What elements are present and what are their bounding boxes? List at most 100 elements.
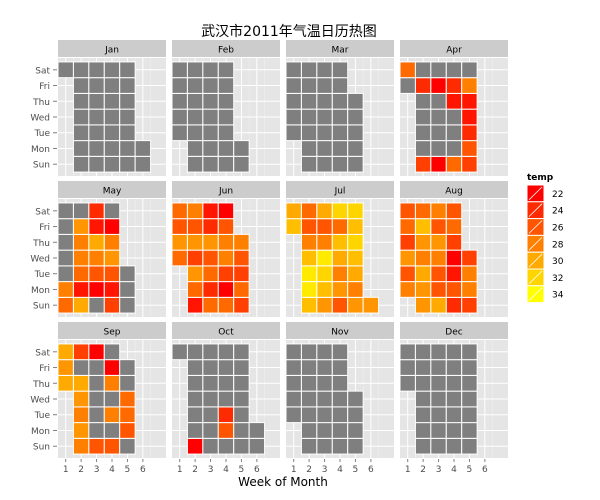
day-tile xyxy=(445,265,463,283)
day-tile xyxy=(430,296,447,314)
strip-background xyxy=(400,181,508,198)
day-tile xyxy=(171,343,188,361)
day-tile xyxy=(72,265,90,283)
x-tick-label: 2 xyxy=(420,465,426,475)
day-tile xyxy=(347,140,364,157)
day-tile xyxy=(399,218,416,235)
day-tile xyxy=(316,437,333,455)
day-tile xyxy=(57,374,74,392)
day-tile xyxy=(316,249,333,267)
day-tile xyxy=(88,155,105,173)
day-tile xyxy=(186,92,204,110)
day-tile xyxy=(202,437,219,455)
day-tile xyxy=(316,281,333,298)
day-tile xyxy=(430,265,447,283)
day-tile xyxy=(171,218,188,235)
day-tile xyxy=(414,77,432,94)
day-tile xyxy=(186,374,204,392)
day-tile xyxy=(233,155,250,173)
y-tick-label: Sat xyxy=(35,66,50,76)
day-tile xyxy=(331,202,349,220)
day-tile xyxy=(233,140,250,157)
day-tile xyxy=(186,406,204,424)
x-tick-label: 2 xyxy=(306,465,312,475)
day-tile xyxy=(300,374,318,392)
day-tile xyxy=(88,233,105,251)
x-tick-label: 5 xyxy=(125,465,131,475)
day-tile xyxy=(57,296,74,314)
day-tile xyxy=(134,140,152,157)
day-tile xyxy=(202,233,219,251)
day-tile xyxy=(217,249,235,267)
day-tile xyxy=(461,343,478,361)
day-tile xyxy=(103,422,121,439)
day-tile xyxy=(331,140,349,157)
day-tile xyxy=(186,390,204,408)
day-tile xyxy=(347,249,364,267)
day-tile xyxy=(347,92,364,110)
day-tile xyxy=(217,296,235,314)
day-tile xyxy=(316,92,333,110)
day-tile xyxy=(347,155,364,173)
day-tile xyxy=(300,296,318,314)
x-tick-label: 6 xyxy=(368,465,374,475)
day-tile xyxy=(103,249,121,267)
day-tile xyxy=(430,422,447,439)
day-tile xyxy=(202,265,219,283)
day-tile xyxy=(461,296,478,314)
month-strip-label: Jun xyxy=(218,187,233,197)
day-tile xyxy=(88,77,105,94)
day-tile xyxy=(331,406,349,424)
day-tile xyxy=(103,77,121,94)
day-tile xyxy=(300,61,318,79)
day-tile xyxy=(347,390,364,408)
day-tile xyxy=(430,155,447,173)
day-tile xyxy=(430,359,447,376)
day-tile xyxy=(430,140,447,157)
legend-title: temp xyxy=(527,173,554,183)
day-tile xyxy=(414,218,432,235)
day-tile xyxy=(202,218,219,235)
month-panel: Jun xyxy=(171,181,280,317)
x-tick-label: 6 xyxy=(254,465,260,475)
day-tile xyxy=(316,233,333,251)
day-tile xyxy=(186,422,204,439)
month-panel: May Sun Mon Tue Wed Thu Fri Sat xyxy=(30,181,166,317)
day-tile xyxy=(119,374,136,392)
day-tile xyxy=(103,343,121,361)
day-tile xyxy=(103,233,121,251)
day-tile xyxy=(103,437,121,455)
day-tile xyxy=(300,124,318,142)
day-tile xyxy=(202,77,219,94)
chart-title: 武汉市2011年气温日历热图 xyxy=(201,23,377,40)
day-tile xyxy=(72,155,90,173)
day-tile xyxy=(445,140,463,157)
day-tile xyxy=(186,437,204,455)
day-tile xyxy=(217,108,235,126)
day-tile xyxy=(414,406,432,424)
day-tile xyxy=(72,140,90,157)
day-tile xyxy=(430,124,447,142)
x-tick-label: 5 xyxy=(239,465,245,475)
day-tile xyxy=(331,437,349,455)
month-panel: Feb xyxy=(171,40,280,176)
y-tick-label: Wed xyxy=(30,114,50,124)
day-tile xyxy=(217,374,235,392)
legend-label: 22 xyxy=(552,190,563,200)
day-tile xyxy=(217,124,235,142)
x-tick-label: 3 xyxy=(322,465,328,475)
day-tile xyxy=(88,359,105,376)
day-tile xyxy=(316,155,333,173)
day-tile xyxy=(202,92,219,110)
legend-key-slash xyxy=(528,203,543,217)
day-tile xyxy=(202,374,219,392)
legend-key-slash xyxy=(528,270,543,285)
day-tile xyxy=(186,265,204,283)
day-tile xyxy=(300,390,318,408)
day-tile xyxy=(88,124,105,142)
legend-label: 24 xyxy=(552,207,564,217)
month-panel: Oct 1 2 3 4 5 6 xyxy=(171,322,280,475)
y-tick-label: Fri xyxy=(39,364,50,374)
day-tile xyxy=(134,155,152,173)
day-tile xyxy=(217,359,235,376)
